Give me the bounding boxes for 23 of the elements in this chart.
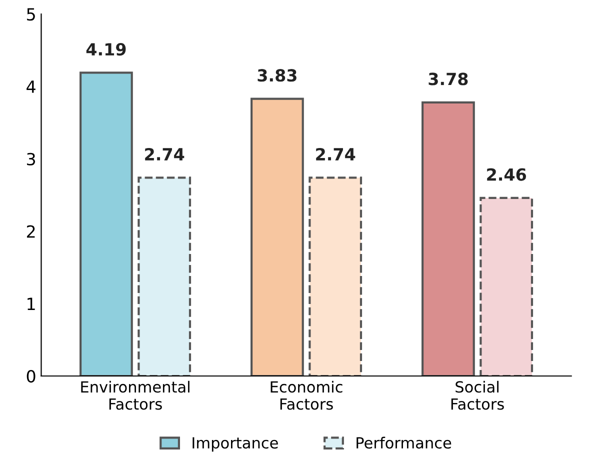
x-tick-label: Social Factors (451, 380, 504, 410)
data-label: 4.19 (86, 43, 126, 56)
legend-label: Performance (356, 436, 452, 449)
y-tick-label: 3 (27, 152, 36, 166)
legend-label: Importance (192, 437, 278, 452)
data-label: 2.74 (316, 148, 356, 160)
data-label: 3.78 (428, 72, 468, 86)
bar (308, 176, 362, 376)
bar (480, 196, 534, 376)
data-label: 2.46 (487, 168, 526, 181)
y-tick-label: 4 (26, 80, 36, 93)
bar (80, 72, 133, 376)
y-tick-label: 0 (26, 370, 36, 383)
y-tick-label: 5 (27, 8, 35, 21)
bar (138, 176, 192, 376)
data-label: 2.74 (145, 148, 184, 160)
x-tick-label: Economic Factors (270, 380, 342, 410)
y-tick-label: 2 (26, 225, 35, 238)
x-tick-label: Environmental Factors (81, 380, 190, 410)
data-label: 3.83 (258, 69, 296, 82)
bar (250, 98, 304, 376)
bar (422, 101, 475, 376)
y-tick-label: 1 (28, 298, 35, 310)
